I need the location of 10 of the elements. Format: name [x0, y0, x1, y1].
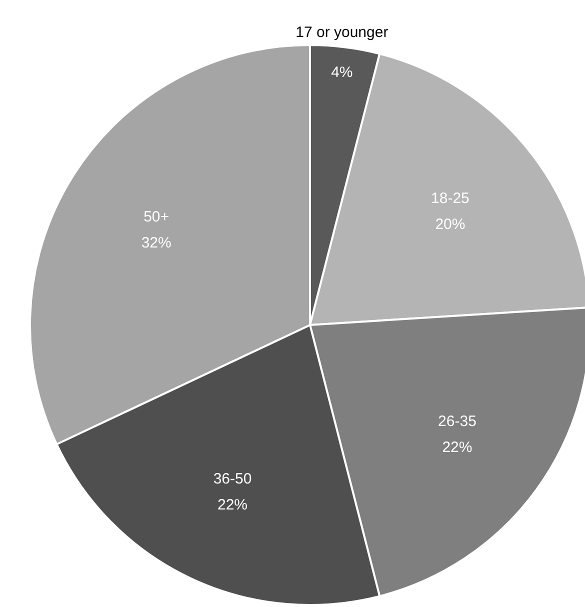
slice-label: 50+: [144, 208, 170, 226]
data-label: 32%: [141, 234, 172, 252]
slice-label: 26-35: [438, 412, 476, 430]
slice-label: 18-25: [431, 190, 470, 207]
data-label: 22%: [442, 438, 472, 456]
data-label: 4%: [331, 64, 353, 82]
data-label: 20%: [435, 216, 466, 233]
slice-label: 17 or younger: [296, 24, 388, 41]
data-label: 22%: [217, 496, 248, 514]
slice-label: 36-50: [213, 470, 252, 488]
